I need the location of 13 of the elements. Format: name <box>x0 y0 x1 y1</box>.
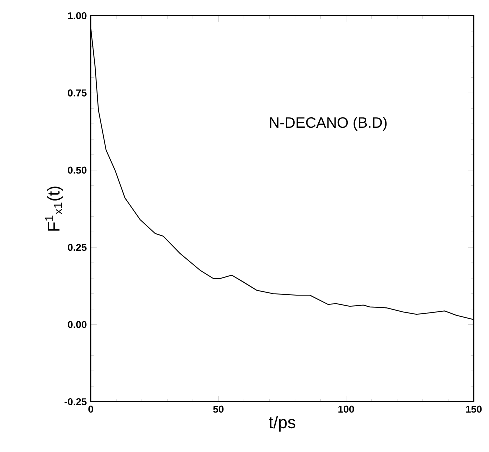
y-tick-label: 0.00 <box>68 321 87 328</box>
annotation: N-DECANO (B.D) <box>270 117 387 132</box>
x-axis-title: t/ps <box>269 416 296 432</box>
x-tick-label: 0 <box>88 406 94 413</box>
x-tick-label: 150 <box>466 406 482 413</box>
y-tick-label: 0.50 <box>68 166 87 174</box>
x-tick-label: 100 <box>338 406 354 413</box>
y-tick-label: 0.75 <box>68 90 87 97</box>
y-tick-label: 1.00 <box>68 12 87 20</box>
y-tick-label: -0.25 <box>64 398 87 406</box>
x-tick-label: 50 <box>213 406 224 413</box>
y-axis-title: F$^{1}$$_{x1}$(t) <box>45 186 64 231</box>
y-tick-label: 0.25 <box>68 244 87 252</box>
